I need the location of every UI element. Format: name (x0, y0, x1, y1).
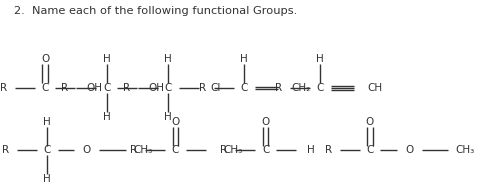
Text: O: O (366, 117, 374, 127)
Text: R: R (2, 145, 9, 155)
Text: R: R (61, 83, 69, 93)
Text: C: C (240, 83, 248, 93)
Text: C: C (316, 83, 324, 93)
Text: R: R (199, 83, 206, 93)
Text: 2.  Name each of the following functional Groups.: 2. Name each of the following functional… (14, 6, 298, 16)
Text: O: O (405, 145, 413, 155)
Text: O: O (262, 117, 270, 127)
Text: C: C (103, 83, 110, 93)
Text: OH: OH (87, 83, 103, 93)
Text: C: C (366, 145, 373, 155)
Text: H: H (165, 54, 172, 64)
Text: H: H (240, 54, 248, 64)
Text: H: H (165, 112, 172, 122)
Text: CH₃: CH₃ (223, 145, 242, 155)
Text: O: O (83, 145, 91, 155)
Text: CH₃: CH₃ (456, 145, 475, 155)
Text: R: R (130, 145, 137, 155)
Text: H: H (307, 145, 315, 155)
Text: C: C (172, 145, 179, 155)
Text: H: H (44, 174, 51, 184)
Text: C: C (41, 83, 48, 93)
Text: C: C (262, 145, 269, 155)
Text: O: O (41, 54, 49, 64)
Text: CH₂: CH₂ (292, 83, 311, 93)
Text: H: H (316, 54, 324, 64)
Text: R: R (324, 145, 332, 155)
Text: H: H (103, 112, 110, 122)
Text: O: O (171, 117, 180, 127)
Text: R: R (0, 83, 7, 93)
Text: CH: CH (368, 83, 383, 93)
Text: H: H (44, 117, 51, 127)
Text: H: H (103, 54, 110, 64)
Text: C: C (165, 83, 172, 93)
Text: CH₃: CH₃ (133, 145, 152, 155)
Text: Cl: Cl (210, 83, 220, 93)
Text: OH: OH (148, 83, 165, 93)
Text: C: C (44, 145, 51, 155)
Text: R: R (275, 83, 282, 93)
Text: R: R (123, 83, 130, 93)
Text: R: R (220, 145, 228, 155)
